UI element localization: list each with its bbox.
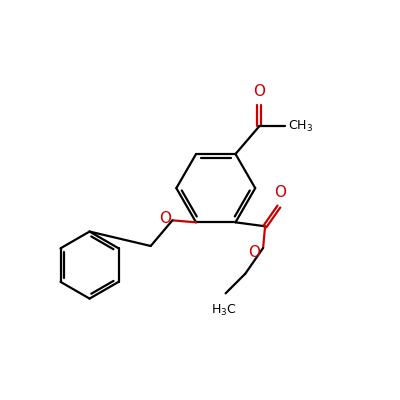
Text: O: O bbox=[274, 185, 286, 200]
Text: CH$_3$: CH$_3$ bbox=[288, 119, 313, 134]
Text: O: O bbox=[253, 84, 265, 99]
Text: O: O bbox=[248, 245, 260, 260]
Text: H$_3$C: H$_3$C bbox=[211, 303, 236, 318]
Text: O: O bbox=[159, 211, 171, 226]
